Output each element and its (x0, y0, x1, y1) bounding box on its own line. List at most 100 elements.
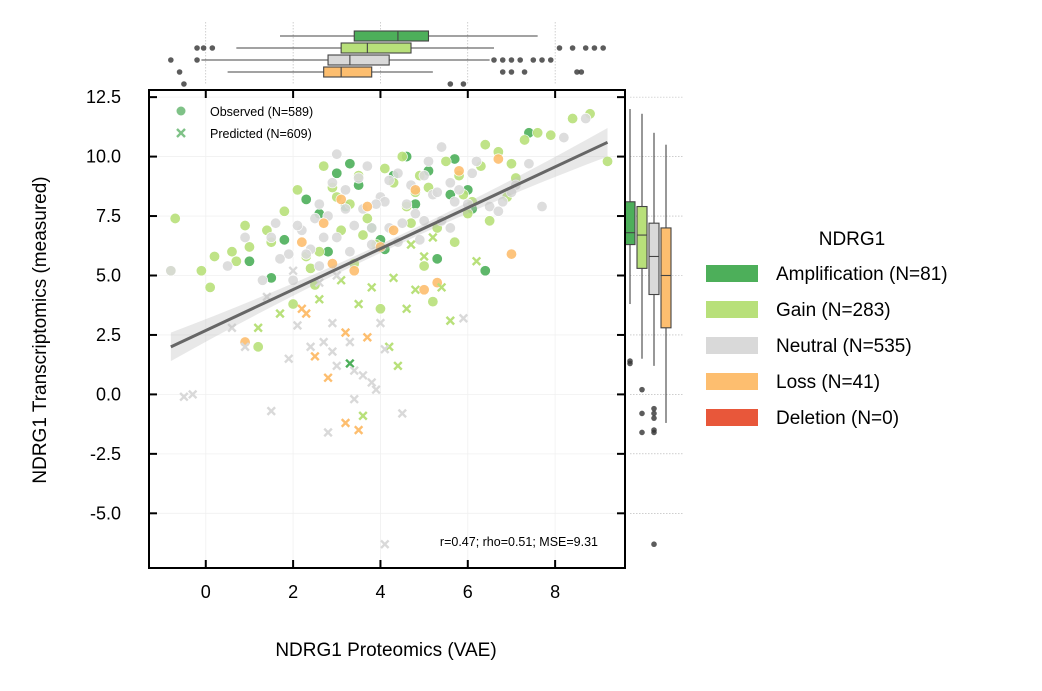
grid-lines (149, 22, 683, 568)
predicted-point-stroke (310, 351, 320, 361)
boxplot-outlier (517, 57, 523, 63)
predicted-point (358, 370, 368, 381)
predicted-point (358, 411, 368, 421)
observed-point (440, 155, 452, 167)
predicted-point-stroke (292, 320, 303, 331)
boxplot-outlier (194, 45, 200, 51)
predicted-point (345, 337, 355, 347)
observed-point (418, 215, 430, 227)
right-boxplot-neutral (648, 132, 660, 548)
predicted-point-stroke (345, 337, 355, 347)
predicted-point-stroke (419, 251, 429, 262)
boxplot-outlier (499, 69, 506, 75)
observed-point (418, 284, 430, 296)
observed-point (331, 148, 343, 160)
observed-point (471, 155, 483, 167)
predicted-point-stroke (336, 275, 346, 285)
plot-frame (148, 89, 626, 569)
boxplot-outlier (651, 415, 657, 421)
observed-point (318, 160, 330, 172)
observed-point (300, 193, 312, 205)
observed-point (431, 186, 443, 198)
predicted-point-stroke (297, 304, 307, 314)
x-axis-label: NDRG1 Proteomics (VAE) (275, 640, 496, 661)
x-tick-label: 8 (550, 582, 560, 602)
observed-point (326, 177, 338, 189)
predicted-point (402, 304, 412, 314)
predicted-point (284, 354, 294, 364)
predicted-point-stroke (340, 327, 351, 338)
observed-point (536, 201, 548, 213)
boxplot-outlier (209, 45, 216, 51)
predicted-point (349, 394, 359, 404)
predicted-point-stroke (393, 361, 403, 371)
predicted-point-stroke (388, 273, 399, 283)
observed-point (436, 141, 448, 153)
observed-point (335, 193, 347, 205)
observed-point (283, 248, 295, 260)
predicted-point (292, 320, 303, 331)
boxplot-outlier (639, 429, 645, 436)
top-marginal-boxplots (168, 30, 606, 87)
predicted-point-stroke (227, 323, 237, 333)
boxplot-outlier (530, 57, 537, 63)
observed-point (226, 246, 238, 258)
observed-point (243, 255, 255, 267)
observed-point (505, 158, 517, 170)
observed-point (422, 155, 434, 167)
predicted-point (340, 327, 351, 338)
observed-point (492, 205, 504, 217)
predicted-point (253, 323, 263, 333)
observed-point (278, 234, 290, 246)
observed-point (313, 260, 325, 272)
predicted-point-stroke (266, 406, 276, 416)
predicted-point-stroke (458, 313, 469, 323)
predicted-point (345, 358, 355, 369)
observed-point (169, 212, 181, 224)
boxplot-outlier (168, 57, 174, 63)
observed-point (291, 220, 303, 232)
observed-point (484, 215, 496, 227)
observed-point (383, 174, 395, 186)
observed-point (243, 241, 255, 253)
observed-point (348, 265, 360, 277)
boxplot-outlier (521, 69, 528, 75)
top-boxplot-amplification (194, 30, 606, 51)
predicted-point (332, 270, 342, 281)
predicted-point (349, 365, 359, 376)
observed-point (409, 184, 421, 196)
observed-point (388, 224, 400, 236)
predicted-point (227, 323, 237, 333)
observed-point (431, 253, 443, 265)
observed-point (204, 281, 216, 293)
boxplot-box (660, 227, 672, 329)
observed-point (340, 203, 352, 215)
boxplot-box (353, 30, 430, 42)
observed-point (265, 231, 277, 243)
legend-entry-label: Gain (N=283) (776, 300, 891, 321)
observed-point (466, 167, 478, 179)
boxplot-outlier (582, 45, 589, 51)
predicted-point-stroke (314, 294, 324, 304)
predicted-point-stroke (332, 270, 342, 281)
observed-point (165, 265, 177, 277)
predicted-point-stroke (327, 318, 338, 328)
boxplot-box (340, 42, 412, 54)
legend-entry-label: Neutral (N=535) (776, 336, 912, 357)
predicted-point (305, 342, 316, 352)
boxplot-box (648, 222, 660, 296)
observed-point (532, 127, 544, 139)
predicted-point-stroke (319, 337, 329, 347)
predicted-point-stroke (410, 285, 421, 295)
predicted-point-stroke (428, 232, 438, 243)
observed-point (318, 217, 330, 229)
legend-title: NDRG1 (819, 229, 886, 250)
predicted-point (397, 408, 407, 419)
predicted-point (188, 389, 198, 400)
boxplot-outlier (627, 360, 633, 367)
predicted-point (445, 316, 455, 326)
predicted-point-stroke (367, 282, 377, 293)
predicted-point-stroke (436, 282, 447, 293)
predicted-point-stroke (362, 332, 372, 342)
boxplot-outlier (176, 69, 183, 75)
